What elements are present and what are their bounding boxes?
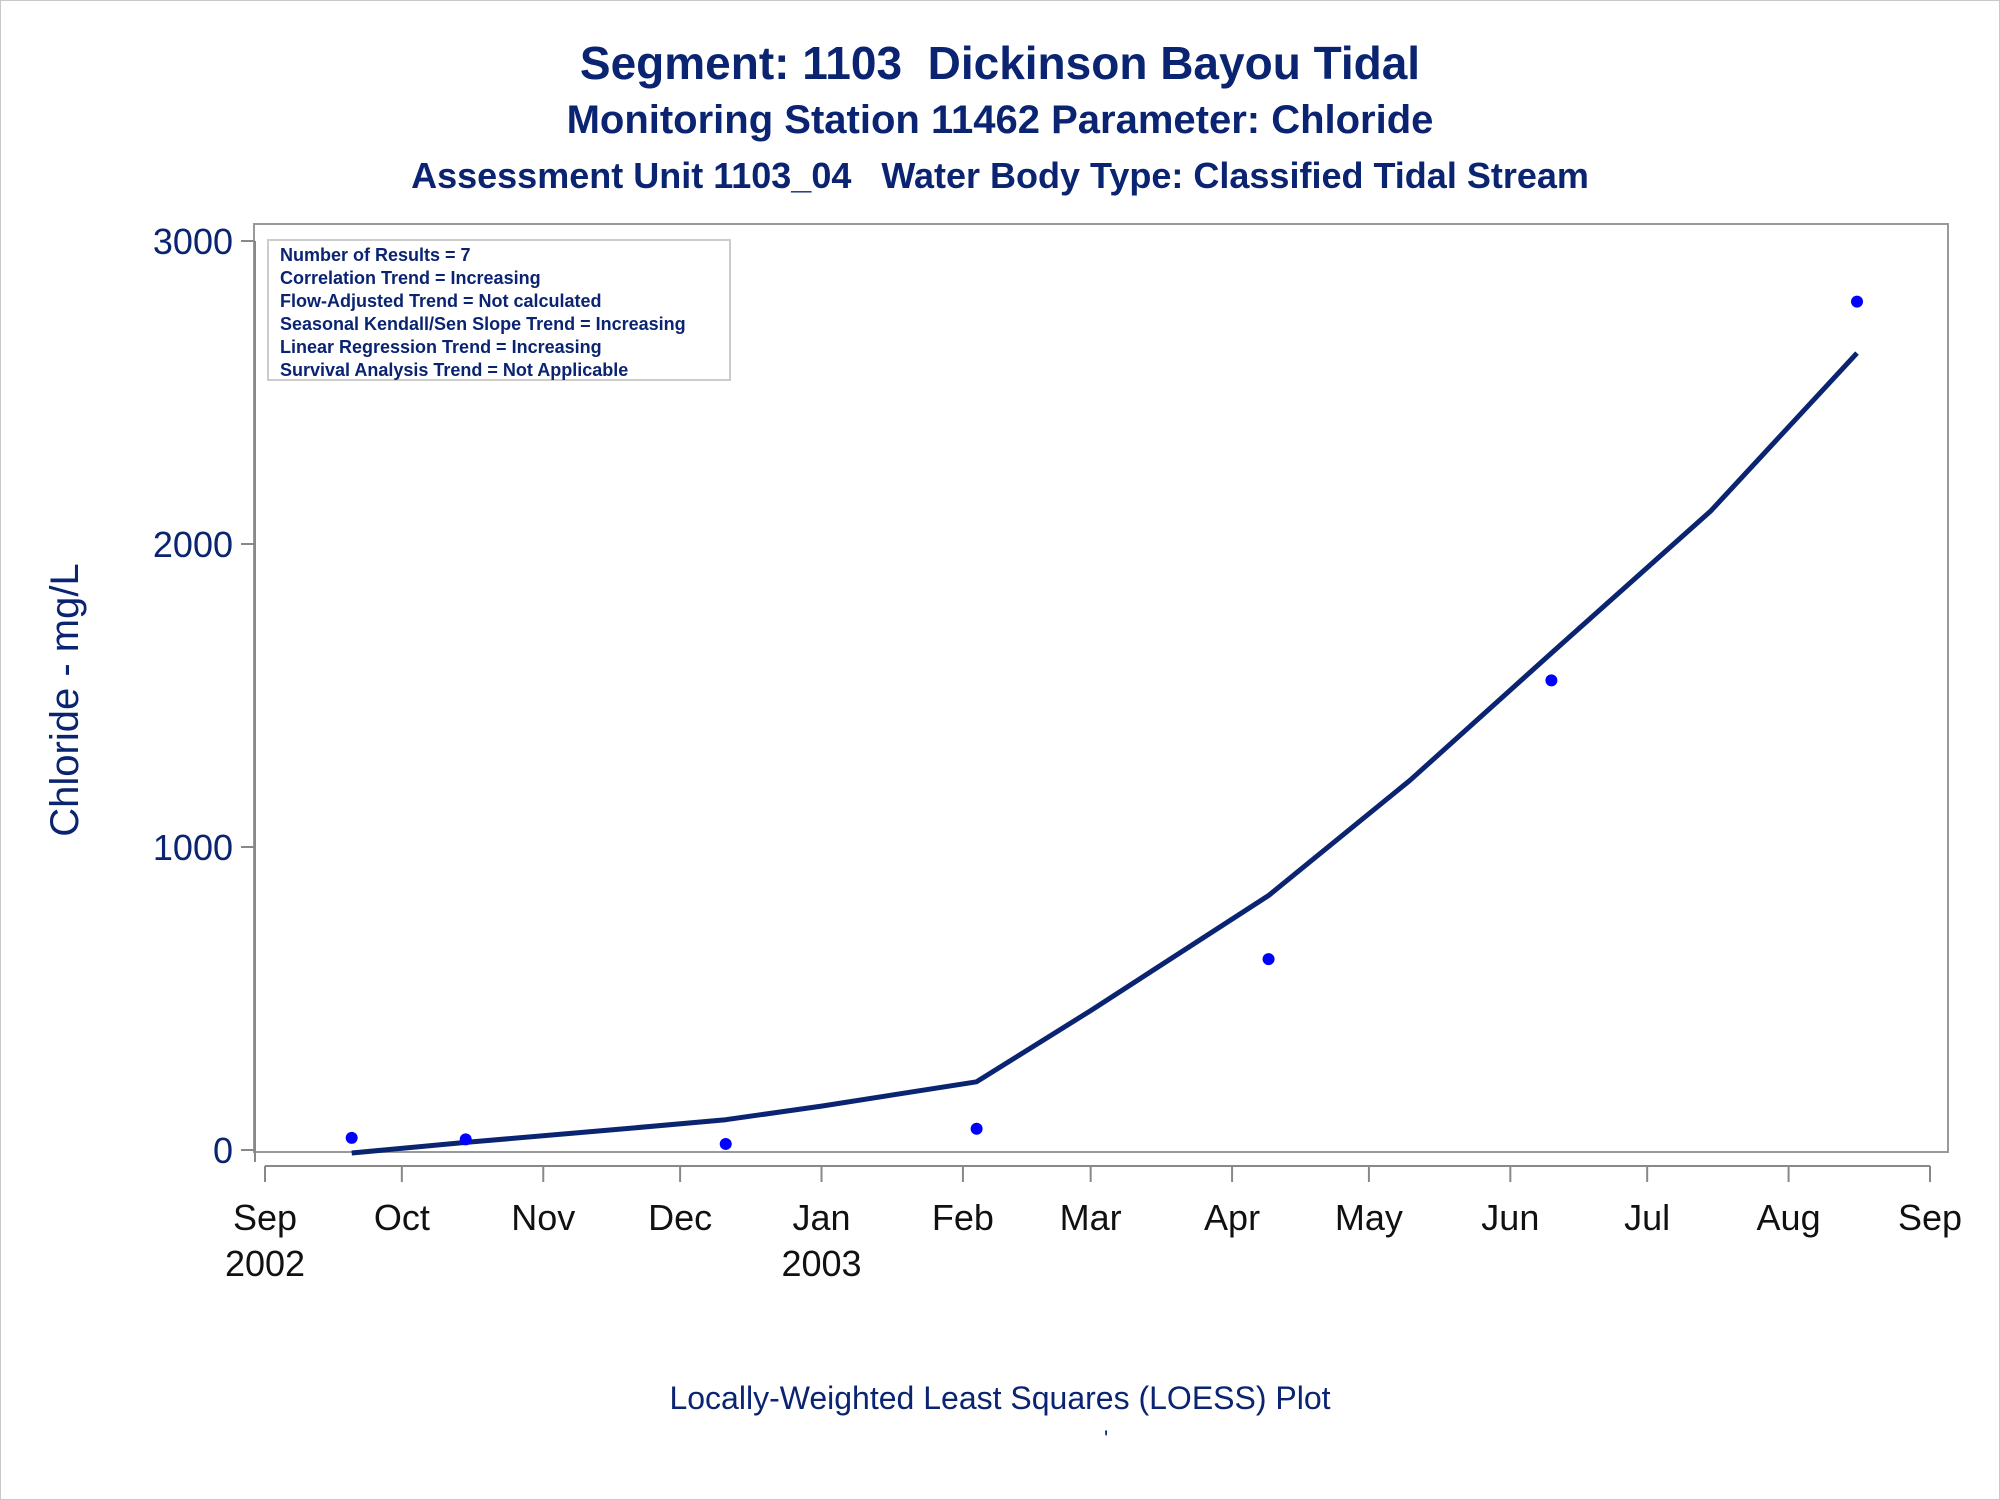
loess-line xyxy=(351,351,1859,1156)
chart-footnote: Locally-Weighted Least Squares (LOESS) P… xyxy=(669,1380,1331,1416)
y-tick-label: 3000 xyxy=(153,221,233,262)
chart-title: Segment: 1103 Dickinson Bayou Tidal xyxy=(579,37,1421,89)
chart-subtitle-station: Monitoring Station 11462 Parameter: Chlo… xyxy=(566,98,1434,142)
data-point xyxy=(345,1131,358,1144)
y-tick-label: 2000 xyxy=(153,524,233,565)
y-tick-label: 0 xyxy=(213,1130,233,1171)
x-tick-label: Sep xyxy=(233,1197,297,1238)
x-tick-label: Jan xyxy=(792,1197,850,1238)
points-layer xyxy=(345,295,1864,1150)
y-tick-label: 1000 xyxy=(153,827,233,868)
trend-stat-line: Number of Results = 7 xyxy=(280,245,471,265)
trend-stats-box: Number of Results = 7 Correlation Trend =… xyxy=(267,239,731,381)
trend-stats-box-border xyxy=(267,239,731,381)
x-tick-label: Feb xyxy=(932,1197,994,1238)
chart-subtitle-assessment: Assessment Unit 1103_04 Water Body Type:… xyxy=(411,155,1589,196)
x-tick-label: Mar xyxy=(1060,1197,1122,1238)
data-point xyxy=(1262,953,1275,966)
loess-layer xyxy=(351,351,1859,1156)
data-point xyxy=(970,1122,983,1135)
y-axis: 0 1000 2000 3000 xyxy=(153,221,256,1171)
x-tick-label: Jul xyxy=(1624,1197,1670,1238)
x-axis: Sep 2002 Oct Nov Dec Jan 2003 Feb Mar Apr May Jun Ju… xyxy=(225,1165,1962,1284)
data-point xyxy=(719,1137,732,1150)
data-point xyxy=(1851,295,1864,308)
trend-stat-line: Seasonal Kendall/Sen Slope Trend = Incre… xyxy=(280,314,686,334)
x-tick-label: Aug xyxy=(1757,1197,1821,1238)
trend-stat-line: Linear Regression Trend = Increasing xyxy=(280,337,602,357)
x-tick-label: Nov xyxy=(511,1197,575,1238)
x-tick-label: May xyxy=(1335,1197,1403,1238)
x-tick-label: Apr xyxy=(1204,1197,1260,1238)
x-tick-label: Dec xyxy=(648,1197,712,1238)
trend-stat-line: Survival Analysis Trend = Not Applicable xyxy=(280,360,628,380)
y-axis-label: Chloride - mg/L xyxy=(43,563,87,836)
data-point xyxy=(459,1133,472,1146)
x-tick-year-label: 2002 xyxy=(225,1243,305,1284)
trend-stat-line: Correlation Trend = Increasing xyxy=(280,268,541,288)
x-tick-label: Oct xyxy=(374,1197,430,1238)
x-tick-label: Jun xyxy=(1481,1197,1539,1238)
data-point xyxy=(1545,674,1558,687)
x-tick-year-label: 2003 xyxy=(781,1243,861,1284)
x-tick-label: Sep xyxy=(1898,1197,1962,1238)
footnote-mark: ' xyxy=(1104,1426,1109,1451)
trend-stat-line: Flow-Adjusted Trend = Not calculated xyxy=(280,291,602,311)
